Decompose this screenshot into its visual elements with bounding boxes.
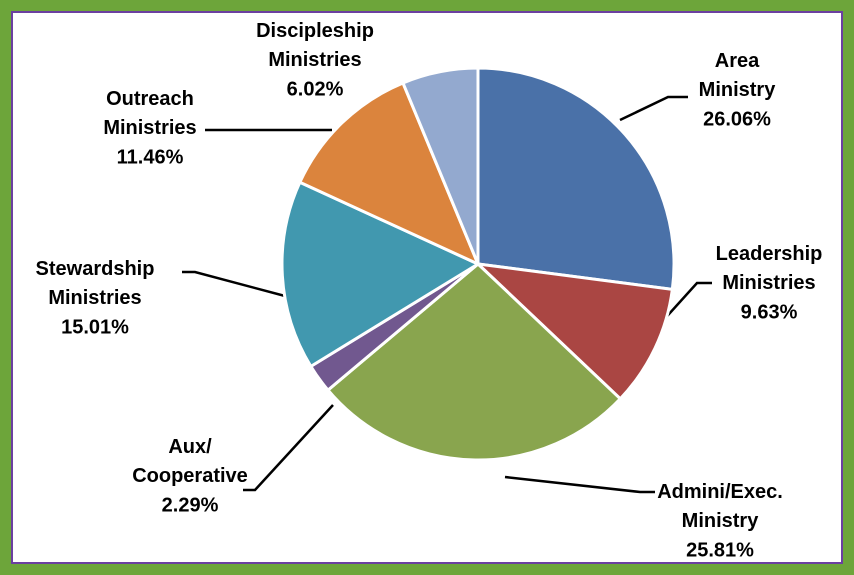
slice-name: Leadership Ministries [716, 243, 823, 294]
slice-value: 15.01% [61, 316, 129, 338]
slice-value: 25.81% [686, 539, 754, 561]
leader-line [243, 404, 334, 492]
pie-slice [280, 180, 482, 369]
leader-line [619, 95, 688, 122]
pie-slice [325, 261, 623, 462]
inner-frame [11, 11, 843, 564]
slice-name: Stewardship Ministries [36, 258, 155, 309]
slice-value: 9.63% [741, 301, 798, 323]
leader-line [504, 475, 655, 494]
slice-value: 6.02% [287, 78, 344, 100]
pie-slice [297, 80, 481, 267]
slice-name: Aux/Cooperative [132, 436, 248, 487]
pie-slice [476, 66, 676, 292]
slice-name: Admini/Exec. Ministry [657, 481, 783, 532]
slice-name: Area Ministry [699, 50, 777, 101]
slice-name: Outreach Ministries [103, 88, 196, 139]
pie-slice [401, 66, 480, 265]
leader-line [182, 270, 286, 298]
slice-value: 2.29% [162, 494, 219, 516]
slice-name: Discipleship Ministries [256, 20, 374, 71]
pie-slice [473, 261, 675, 401]
slice-value: 11.46% [117, 146, 184, 168]
labels: Area Ministry 26.06% Leadership Ministries 9.… [36, 20, 823, 561]
slice-value: 26.06% [703, 108, 771, 130]
pie [280, 66, 676, 462]
